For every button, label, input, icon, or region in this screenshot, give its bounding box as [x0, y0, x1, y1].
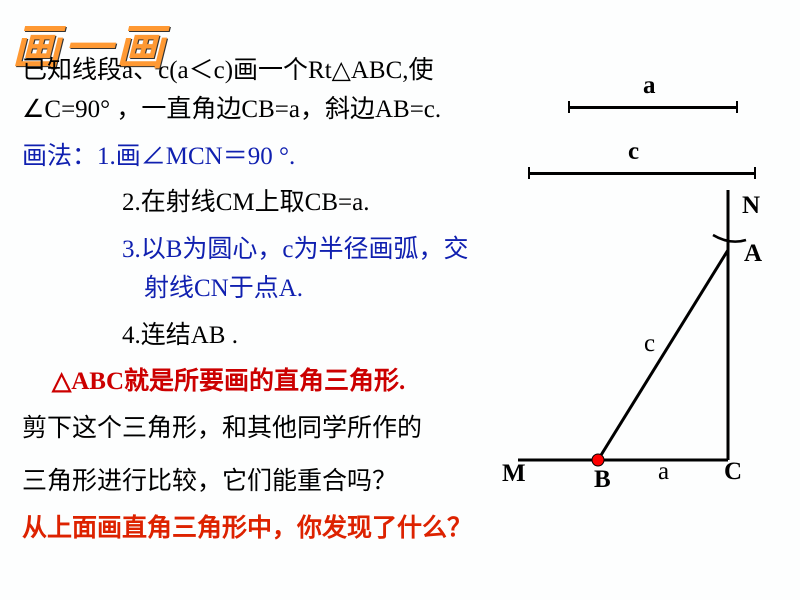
label-a-side: a — [658, 458, 669, 486]
problem-line1: 已知线段a、c(a＜c)画一个Rt△ABC,使 — [22, 52, 492, 91]
method-step4: 4.连结AB . — [22, 317, 492, 356]
problem-line2: ∠C=90° ，一直角边CB=a，斜边AB=c. — [22, 91, 492, 130]
point-B — [592, 454, 604, 466]
method-step1: 画法：1.画∠MCN＝90 °. — [22, 138, 492, 177]
segment-c — [528, 172, 756, 175]
label-C: C — [724, 458, 742, 486]
label-c-side: c — [644, 330, 655, 358]
label-A: A — [744, 240, 762, 268]
label-a-seg: a — [643, 72, 656, 100]
question: 从上面画直角三角形中，你发现了什么？ — [22, 510, 778, 549]
triangle-figure — [508, 190, 778, 500]
line-BA — [598, 250, 728, 460]
label-B: B — [594, 466, 611, 494]
label-M: M — [502, 460, 526, 488]
method-step3b: 射线CN于点A. — [22, 270, 492, 309]
method-label: 画法： — [22, 143, 97, 170]
method-step3a: 3.以B为圆心，c为半径画弧，交 — [22, 231, 492, 270]
diagram: a c N A c M B a C — [498, 62, 788, 482]
label-c-seg: c — [628, 138, 639, 166]
label-N: N — [742, 192, 760, 220]
step1-text: 1.画∠MCN＝90 °. — [97, 143, 295, 170]
method-step2: 2.在射线CM上取CB=a. — [22, 184, 492, 223]
segment-a — [568, 106, 738, 109]
